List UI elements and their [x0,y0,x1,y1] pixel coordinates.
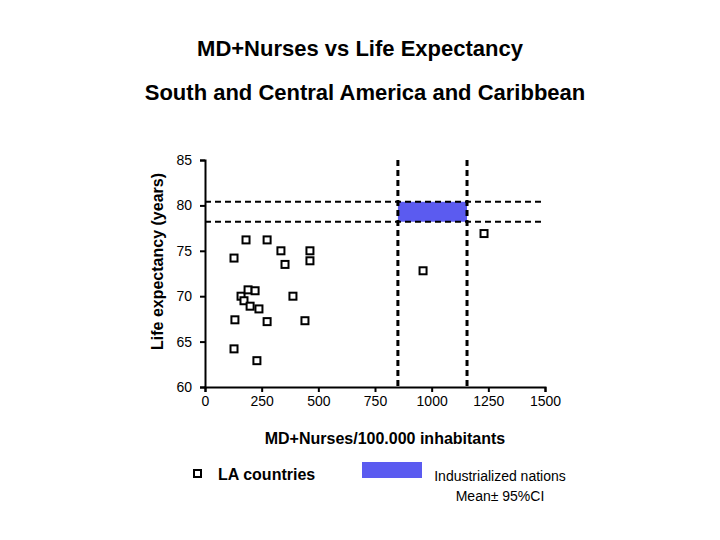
y-tick-mark [200,160,205,162]
point [306,257,313,264]
x-tick: 750 [364,387,388,409]
point [255,305,262,312]
y-axis-title: Life expectancy (years) [149,173,166,350]
point [420,267,427,274]
y-tick-mark [200,341,205,343]
x-tick-mark [318,387,320,392]
y-tick-label: 85 [176,152,192,168]
x-tick: 1250 [473,387,504,409]
x-tick: 0 [202,387,210,409]
point [247,303,254,310]
y-tick-mark [200,387,205,389]
chart: MD+Nurses vs Life Expectancy South and Ce… [0,0,720,540]
point [231,345,238,352]
legend: LA countries Industrialized nations Mean± … [194,462,566,504]
x-axis-line [206,388,546,393]
x-tick-label: 1000 [417,393,448,409]
y-tick-mark [200,250,205,252]
x-tick-mark [545,387,547,392]
point [253,357,260,364]
y-tick: 80 [176,197,205,213]
legend-swatch [194,470,201,477]
y-tick-label: 70 [176,288,192,304]
point [282,261,289,268]
y-tick-label: 65 [176,334,192,350]
legend-label: Mean± 95%CI [456,488,545,504]
legend-swatch [362,462,422,478]
x-tick: 1000 [417,387,448,409]
y-axis-line [200,161,206,388]
ci-y-line [205,201,545,203]
x-axis: 0 250 500 750 1000 1250 1500 [202,387,562,409]
y-tick: 60 [176,379,205,395]
y-axis: 60 65 70 75 80 85 [176,152,205,395]
x-axis-title: MD+Nurses/100.000 inhabitants [265,430,506,447]
point [301,317,308,324]
y-tick-label: 75 [176,243,192,259]
x-tick-label: 1500 [530,393,561,409]
title: MD+Nurses vs Life Expectancy [197,36,524,61]
point [289,293,296,300]
x-tick-label: 1250 [473,393,504,409]
point [264,236,271,243]
legend-label: LA countries [218,466,315,483]
ci-x-line [466,160,469,387]
ci-y-line [205,221,545,223]
x-tick: 1500 [530,387,561,409]
x-tick-label: 0 [202,393,210,409]
point [306,247,313,254]
point [481,230,488,237]
x-tick: 500 [307,387,331,409]
x-tick-mark [261,387,263,392]
point [277,247,284,254]
y-tick-label: 60 [176,379,192,395]
ci-rect [398,202,467,222]
y-tick-mark [200,296,205,298]
x-tick-label: 750 [364,393,388,409]
y-tick: 70 [176,288,205,304]
x-tick-label: 500 [307,393,331,409]
x-tick-label: 250 [250,393,274,409]
y-tick-label: 80 [176,197,192,213]
plot-area [205,160,545,387]
point [231,316,238,323]
y-tick-mark [200,205,205,207]
point [245,286,252,293]
legend-label: Industrialized nations [434,468,566,484]
x-tick: 250 [250,387,274,409]
subtitle: South and Central America and Caribbean [145,80,586,105]
y-tick: 75 [176,243,205,259]
point [252,287,259,294]
x-tick-mark [431,387,433,392]
y-tick: 85 [176,152,205,168]
point [231,255,238,262]
y-tick: 65 [176,334,205,350]
x-tick-mark [375,387,377,392]
ci-x-line [396,160,399,387]
point [243,236,250,243]
point [264,318,271,325]
x-tick-mark [488,387,490,392]
